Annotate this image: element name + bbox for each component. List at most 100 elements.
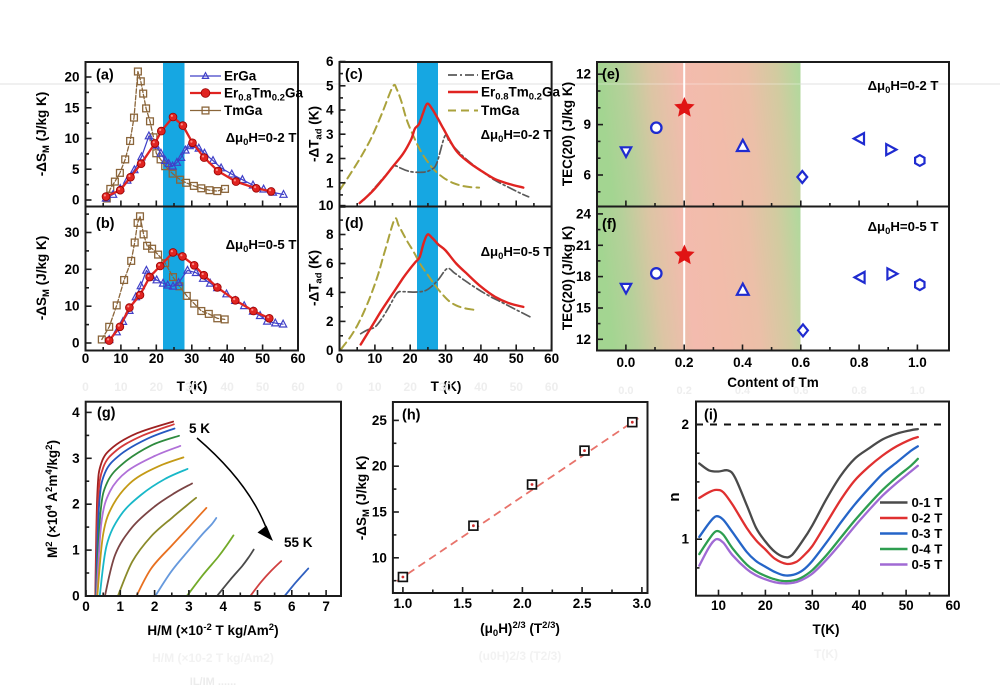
svg-text:(c): (c) bbox=[345, 67, 363, 83]
svg-text:50: 50 bbox=[899, 598, 914, 613]
svg-text:2: 2 bbox=[72, 497, 80, 512]
svg-text:1.5: 1.5 bbox=[453, 596, 472, 611]
svg-text:18: 18 bbox=[576, 269, 592, 284]
svg-text:0-3 T: 0-3 T bbox=[912, 526, 943, 541]
svg-text:60: 60 bbox=[544, 351, 559, 366]
svg-text:2: 2 bbox=[326, 314, 334, 329]
svg-text:0: 0 bbox=[336, 351, 344, 366]
svg-text:50: 50 bbox=[256, 380, 270, 394]
svg-text:5: 5 bbox=[254, 599, 262, 614]
svg-text:0-1 T: 0-1 T bbox=[912, 495, 943, 510]
svg-text:ErGa: ErGa bbox=[224, 69, 257, 84]
svg-text:20: 20 bbox=[150, 380, 164, 394]
svg-text:40: 40 bbox=[220, 380, 234, 394]
svg-text:3: 3 bbox=[326, 127, 334, 142]
svg-text:(f): (f) bbox=[602, 217, 617, 233]
svg-text:20: 20 bbox=[149, 351, 164, 366]
svg-text:3: 3 bbox=[72, 451, 80, 466]
svg-text:0.4: 0.4 bbox=[733, 355, 752, 370]
svg-text:M2​ (×104​ A2​m4​/kg2​): M2​ (×104​ A2​m4​/kg2​) bbox=[44, 440, 60, 558]
svg-text:H/M (×10-2 T kg/Am2): H/M (×10-2 T kg/Am2) bbox=[152, 651, 274, 665]
svg-text:1.0: 1.0 bbox=[394, 596, 413, 611]
svg-text:50: 50 bbox=[510, 380, 524, 394]
svg-text:0: 0 bbox=[82, 380, 89, 394]
svg-text:20: 20 bbox=[404, 380, 418, 394]
svg-text:TmGa: TmGa bbox=[481, 103, 520, 118]
svg-text:20: 20 bbox=[64, 262, 79, 277]
svg-text:10: 10 bbox=[64, 299, 79, 314]
svg-text:IL/IM ......: IL/IM ...... bbox=[190, 676, 236, 688]
svg-text:1.0: 1.0 bbox=[908, 355, 927, 370]
svg-text:40: 40 bbox=[852, 598, 867, 613]
svg-text:20: 20 bbox=[758, 598, 773, 613]
svg-text:15: 15 bbox=[372, 505, 388, 520]
svg-text:-ΔSM​ (J/kg K): -ΔSM​ (J/kg K) bbox=[354, 456, 372, 540]
svg-text:4: 4 bbox=[326, 103, 334, 118]
svg-text:10: 10 bbox=[367, 351, 382, 366]
svg-text:4: 4 bbox=[219, 599, 227, 614]
svg-text:(μ0​H)2/3​ (T2/3​): (μ0​H)2/3​ (T2/3​) bbox=[480, 620, 560, 639]
svg-text:20: 20 bbox=[403, 351, 418, 366]
svg-text:0: 0 bbox=[326, 343, 334, 358]
svg-text:1: 1 bbox=[681, 532, 689, 547]
svg-text:TEC(20) (J/kg K): TEC(20) (J/kg K) bbox=[560, 226, 575, 330]
svg-text:(h): (h) bbox=[402, 408, 421, 424]
svg-text:6: 6 bbox=[326, 256, 334, 271]
svg-text:0: 0 bbox=[82, 599, 90, 614]
svg-text:40: 40 bbox=[220, 351, 235, 366]
svg-text:60: 60 bbox=[945, 598, 960, 613]
svg-text:0-5 T: 0-5 T bbox=[912, 557, 943, 572]
svg-text:ErGa: ErGa bbox=[481, 68, 514, 83]
svg-text:30: 30 bbox=[438, 351, 453, 366]
svg-text:6: 6 bbox=[326, 54, 334, 69]
svg-text:5: 5 bbox=[326, 78, 334, 93]
svg-text:3: 3 bbox=[185, 599, 193, 614]
svg-text:(i): (i) bbox=[704, 408, 718, 424]
svg-text:0: 0 bbox=[72, 589, 80, 604]
svg-text:0: 0 bbox=[82, 351, 90, 366]
svg-text:T(K): T(K) bbox=[814, 647, 838, 661]
svg-text:4: 4 bbox=[72, 405, 80, 420]
svg-text:2: 2 bbox=[326, 151, 334, 166]
svg-text:-ΔSM​ (J/kg K): -ΔSM​ (J/kg K) bbox=[34, 236, 52, 320]
svg-text:1: 1 bbox=[117, 599, 125, 614]
svg-text:20: 20 bbox=[64, 70, 79, 85]
svg-text:0.8: 0.8 bbox=[850, 355, 869, 370]
svg-text:40: 40 bbox=[473, 351, 488, 366]
svg-text:T (K): T (K) bbox=[431, 379, 462, 394]
svg-text:TmGa: TmGa bbox=[224, 103, 263, 118]
svg-text:(u0H)2/3 (T2/3): (u0H)2/3 (T2/3) bbox=[479, 649, 562, 663]
svg-text:4: 4 bbox=[326, 285, 334, 300]
svg-text:7: 7 bbox=[322, 599, 330, 614]
svg-text:10: 10 bbox=[372, 550, 387, 565]
svg-text:-ΔTad​ (K): -ΔTad​ (K) bbox=[307, 250, 325, 306]
svg-text:2.5: 2.5 bbox=[573, 596, 592, 611]
svg-text:8: 8 bbox=[326, 227, 334, 242]
svg-text:10: 10 bbox=[368, 380, 382, 394]
svg-text:6: 6 bbox=[288, 599, 296, 614]
svg-text:0.0: 0.0 bbox=[617, 355, 636, 370]
svg-text:0: 0 bbox=[336, 380, 343, 394]
svg-text:-ΔTad​ (K): -ΔTad​ (K) bbox=[307, 106, 325, 162]
svg-text:10: 10 bbox=[114, 380, 128, 394]
svg-text:40: 40 bbox=[474, 380, 488, 394]
svg-text:9: 9 bbox=[583, 117, 591, 132]
svg-text:6: 6 bbox=[583, 168, 591, 183]
svg-text:0.6: 0.6 bbox=[791, 355, 810, 370]
svg-text:0.2: 0.2 bbox=[675, 355, 694, 370]
svg-text:0.6: 0.6 bbox=[793, 385, 808, 397]
svg-text:Content of Tm: Content of Tm bbox=[727, 375, 818, 390]
svg-text:50: 50 bbox=[255, 351, 270, 366]
svg-text:5 K: 5 K bbox=[189, 421, 210, 436]
svg-text:50: 50 bbox=[509, 351, 524, 366]
svg-text:21: 21 bbox=[576, 238, 592, 253]
svg-text:1.0: 1.0 bbox=[910, 385, 925, 397]
svg-text:T(K): T(K) bbox=[813, 622, 840, 637]
svg-text:-ΔSM​ (J/kg K): -ΔSM​ (J/kg K) bbox=[34, 92, 52, 176]
svg-text:25: 25 bbox=[372, 413, 388, 428]
svg-text:0.2: 0.2 bbox=[677, 385, 692, 397]
svg-text:(d): (d) bbox=[345, 216, 364, 232]
svg-text:12: 12 bbox=[576, 67, 591, 82]
svg-text:0.8: 0.8 bbox=[851, 385, 866, 397]
svg-text:15: 15 bbox=[64, 100, 80, 115]
